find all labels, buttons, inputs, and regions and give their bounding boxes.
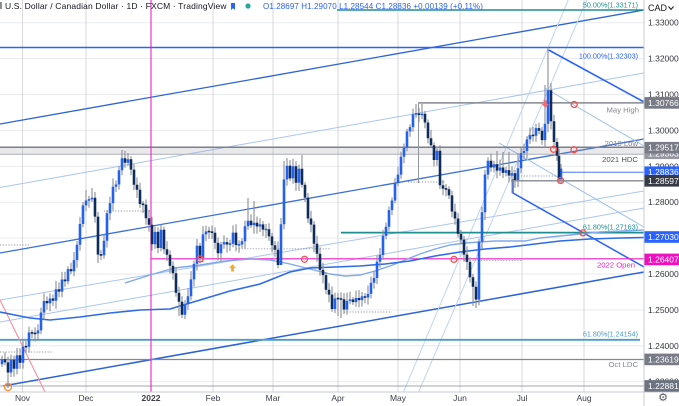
svg-text:1.23619: 1.23619 [648,354,679,364]
svg-text:⚙: ⚙ [658,392,668,404]
svg-text:1.28000: 1.28000 [648,197,679,207]
svg-text:Aug: Aug [576,393,591,403]
svg-text:U.S. Dollar / Canadian Dollar: U.S. Dollar / Canadian Dollar · 1D · FXC… [5,1,227,11]
svg-text:1.30000: 1.30000 [648,125,679,135]
svg-text:Mar: Mar [266,393,281,403]
svg-text:Oct LDC: Oct LDC [609,360,639,369]
svg-text:1.25000: 1.25000 [648,305,679,315]
svg-text:May High: May High [607,106,639,115]
svg-text:CAD: CAD [648,3,668,13]
svg-text:Nov: Nov [15,393,31,403]
svg-text:O1.28697 H1.29070 L1.28544 C1.: O1.28697 H1.29070 L1.28544 C1.28836 +0.0… [263,2,483,11]
svg-text:1.32000: 1.32000 [648,54,679,64]
svg-text:1.27030: 1.27030 [648,232,679,242]
svg-text:Feb: Feb [206,393,221,403]
svg-text:2022: 2022 [142,393,161,403]
svg-text:1.24000: 1.24000 [648,341,679,351]
svg-text:2022 Open: 2022 Open [597,261,635,270]
svg-text:1.31000: 1.31000 [648,90,679,100]
svg-text:Jun: Jun [453,393,467,403]
svg-text:61.80%(1.24154): 61.80%(1.24154) [583,330,638,339]
svg-text:1.30766: 1.30766 [648,98,679,108]
svg-text:Dec: Dec [78,393,94,403]
svg-text:May: May [390,393,407,403]
svg-text:Jul: Jul [517,393,528,403]
svg-text:1.22881: 1.22881 [648,381,679,391]
svg-text:61.80%(1.27163): 61.80%(1.27163) [583,223,638,232]
svg-text:Apr: Apr [331,393,344,403]
svg-text:1.33000: 1.33000 [648,18,679,28]
svg-text:1.28597: 1.28597 [648,176,679,186]
svg-text:1.29000: 1.29000 [648,161,679,171]
svg-text:50.00%(1.33171): 50.00%(1.33171) [583,1,638,10]
svg-text:2021 HDC: 2021 HDC [602,155,638,164]
svg-text:100.00%(1.32303): 100.00%(1.32303) [579,52,638,61]
svg-text:1.29517: 1.29517 [648,143,679,153]
svg-text:1.26407: 1.26407 [648,254,679,264]
svg-text:2019 Low: 2019 Low [605,139,639,148]
svg-text:1.26000: 1.26000 [648,269,679,279]
svg-text:1.28836: 1.28836 [648,167,679,177]
